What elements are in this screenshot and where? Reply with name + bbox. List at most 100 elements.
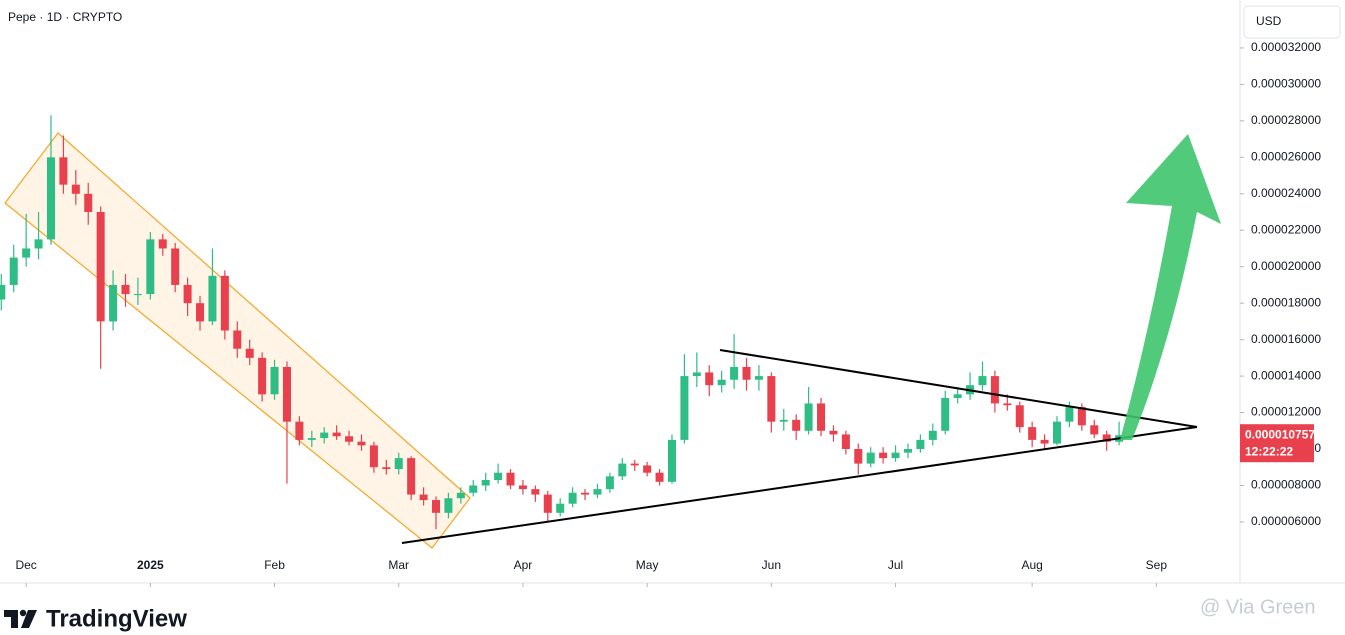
currency[interactable]: USD [1256, 14, 1282, 28]
candle-body [680, 376, 689, 440]
triangle-upper-line [719, 349, 1198, 428]
candle-body [307, 438, 316, 440]
candle-body [717, 379, 726, 386]
tradingview-logo: TradingView [4, 605, 187, 632]
candle-body [1065, 407, 1074, 422]
candle-body [481, 479, 490, 486]
candle-body [46, 157, 55, 240]
x-tick-label: Jul [888, 558, 903, 572]
candle-body [916, 439, 925, 450]
candle-body [581, 492, 590, 495]
candle-body [34, 239, 43, 249]
candle-body [1090, 425, 1099, 435]
candle-body [518, 485, 527, 490]
breakout-arrow [1120, 134, 1221, 440]
countdown: 12:22:22 [1245, 444, 1293, 458]
candle-body [357, 441, 366, 446]
candle-body [593, 489, 602, 495]
x-tick-label: Dec [15, 558, 36, 572]
candle-body [1053, 421, 1061, 444]
candle-body [854, 449, 863, 464]
candle-body [1102, 434, 1111, 442]
logo-mark [4, 610, 18, 628]
candle-body [121, 284, 130, 295]
candle-body [1003, 403, 1012, 406]
candle-body [841, 434, 850, 450]
y-tick-label: 0.000012000 [1251, 405, 1321, 419]
candle-body [1077, 407, 1086, 426]
candle-body [667, 439, 676, 482]
candle-body [730, 366, 739, 380]
candle-body [419, 494, 428, 501]
candle-body [978, 376, 987, 386]
candle-body [456, 492, 465, 499]
candle-body [1028, 427, 1037, 440]
y-tick-label: 0.000022000 [1251, 222, 1321, 236]
logo-mark [21, 610, 37, 628]
candle-body [295, 421, 304, 440]
axes: 0.0000060000.0000080000.0000100000.00001… [15, 40, 1321, 587]
candle-body [804, 403, 813, 431]
y-tick-label: 0.000008000 [1251, 478, 1321, 492]
candle-body [369, 445, 378, 468]
candle-body [630, 463, 639, 466]
candle-body [109, 284, 118, 322]
candle-body [282, 366, 291, 422]
candle-body [742, 366, 751, 380]
x-tick-label: Apr [514, 558, 533, 572]
candle-body [531, 489, 540, 495]
candle-body [792, 419, 801, 431]
candle-body [270, 366, 279, 395]
candle-body [0, 284, 6, 300]
candle-body [705, 372, 714, 386]
candle-body [692, 372, 701, 377]
price-tag [1240, 424, 1314, 463]
candle-body [655, 472, 664, 482]
watermark: @ Via Green [1200, 596, 1316, 618]
y-tick-label: 0.000020000 [1251, 259, 1321, 273]
x-tick-label: 2025 [137, 558, 164, 572]
candle-body [568, 492, 577, 504]
triangle-lower-line [401, 426, 1198, 544]
candle-body [506, 472, 515, 486]
candle-body [543, 494, 552, 513]
candle-body [953, 394, 962, 398]
candle-body [394, 458, 403, 470]
y-tick-label: 0.000006000 [1251, 514, 1321, 528]
candle-body [183, 284, 192, 304]
candle-body [1040, 439, 1049, 444]
candle-body [432, 500, 440, 513]
candle-body [469, 485, 478, 493]
candle-body [71, 184, 80, 194]
candle-body [494, 472, 503, 480]
candle-body [59, 157, 68, 185]
candle-body [643, 465, 652, 473]
candle-body [829, 430, 838, 435]
candle-body [84, 193, 93, 213]
candle-body [96, 212, 105, 322]
candle-body [903, 449, 912, 453]
candle-body [220, 275, 229, 331]
candle-body [779, 419, 788, 422]
candle-body [990, 376, 999, 404]
candle-body [407, 458, 416, 495]
candle-body [171, 248, 180, 285]
candle-body [879, 452, 888, 459]
candle-body [320, 432, 329, 439]
candle-body [891, 452, 900, 459]
candle-body [133, 294, 142, 296]
y-tick-label: 0.000014000 [1251, 368, 1321, 382]
candle-body [146, 239, 155, 295]
candle-body [941, 397, 950, 431]
y-tick-label: 0.000030000 [1251, 77, 1321, 91]
candle-body [754, 376, 763, 380]
candle-body [767, 376, 776, 422]
y-tick-label: 0.000018000 [1251, 295, 1321, 309]
currency-box[interactable] [1243, 5, 1341, 39]
candle-body [245, 348, 254, 358]
y-tick-label: 0.000032000 [1251, 40, 1321, 54]
candle-body [158, 239, 167, 249]
y-tick-label: 0.000024000 [1251, 186, 1321, 200]
candle-body [928, 430, 937, 440]
